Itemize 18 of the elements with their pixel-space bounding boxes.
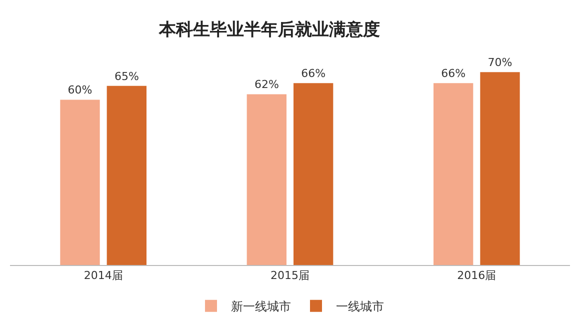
data-label: 66% [441,67,466,80]
data-label: 65% [114,70,139,83]
legend-label: 新一线城市 [231,300,291,314]
data-label: 70% [488,56,512,70]
bar [246,94,286,265]
data-label: 66% [301,67,326,80]
data-label: 62% [254,78,279,92]
bar [480,72,520,265]
x-tick-label: 2014届 [84,269,123,282]
legend-label: 一线城市 [336,300,384,314]
bar [106,86,146,265]
chart-title: 本科生毕业半年后就业满意度 [158,20,380,40]
x-tick-label: 2016届 [457,269,496,282]
x-tick-label: 2015届 [270,269,310,282]
data-label: 60% [68,84,92,97]
bar [434,83,474,265]
bar [294,83,334,265]
bar [60,100,100,265]
